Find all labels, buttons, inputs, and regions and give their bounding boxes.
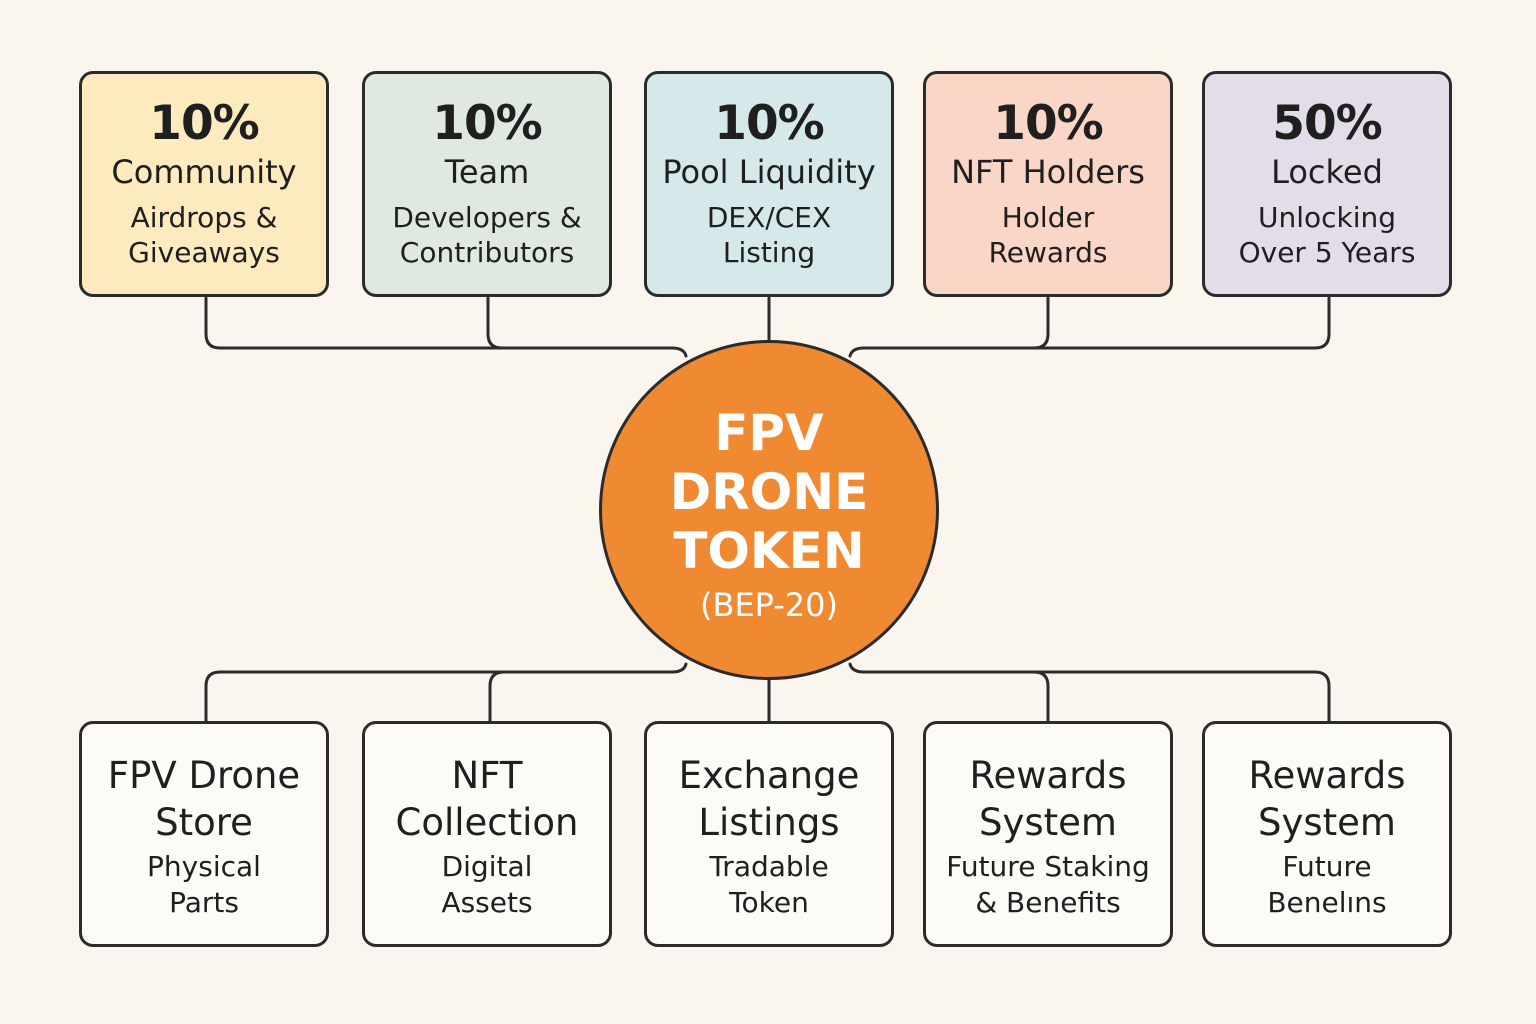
utility-title: Exchange Listings [678,754,860,844]
utility-rewards-system-2-box: Rewards System Future Benelıns [1202,721,1452,947]
allocation-title: Pool Liquidity [662,153,876,191]
allocation-percent: 50% [1272,96,1382,151]
connector-nft-collection [488,670,506,724]
utility-exchange-listings-box: Exchange Listings Tradable Token [644,721,894,947]
utility-title: FPV Drone Store [107,754,301,844]
utility-description: Future Staking & Benefits [946,850,1150,919]
allocation-pool-liquidity-box: 10% Pool Liquidity DEX/CEX Listing [644,71,894,297]
allocation-percent: 10% [993,96,1103,151]
utility-title: Rewards System [969,754,1127,844]
token-hub-circle: FPV DRONE TOKEN (BEP-20) [599,340,939,680]
connector-team [486,296,504,350]
allocation-percent: 10% [714,96,824,151]
allocation-nft-holders-box: 10% NFT Holders Holder Rewards [923,71,1173,297]
allocation-description: Holder Rewards [988,201,1108,269]
allocation-title: Locked [1271,153,1383,191]
allocation-percent: 10% [432,96,542,151]
connector-locked [848,296,1331,358]
utility-title: Rewards System [1248,754,1406,844]
connector-rewards-system-2 [848,662,1331,724]
utility-fpv-drone-store-box: FPV Drone Store Physical Parts [79,721,329,947]
allocation-title: NFT Holders [951,153,1145,191]
connector-rewards-system [1032,670,1050,724]
allocation-description: Unlocking Over 5 Years [1238,201,1416,269]
token-standard: (BEP-20) [700,585,838,624]
allocation-description: Developers & Contributors [392,201,582,269]
connector-community [204,296,688,358]
connector-nft-holders [1032,296,1050,350]
utility-description: Future Benelıns [1267,850,1387,919]
allocation-description: Airdrops & Giveaways [128,201,280,269]
token-name: FPV DRONE TOKEN [669,403,869,580]
utility-rewards-system-box: Rewards System Future Staking & Benefits [923,721,1173,947]
allocation-locked-box: 50% Locked Unlocking Over 5 Years [1202,71,1452,297]
utility-description: Digital Assets [441,850,533,919]
connector-fpv-drone-store [204,662,688,724]
allocation-community-box: 10% Community Airdrops & Giveaways [79,71,329,297]
allocation-title: Team [444,153,530,191]
allocation-team-box: 10% Team Developers & Contributors [362,71,612,297]
allocation-percent: 10% [149,96,259,151]
allocation-title: Community [111,153,297,191]
allocation-description: DEX/CEX Listing [706,201,832,269]
utility-nft-collection-box: NFT Collection Digital Assets [362,721,612,947]
utility-description: Tradable Token [709,850,829,919]
utility-title: NFT Collection [395,754,579,844]
utility-description: Physical Parts [147,850,261,919]
